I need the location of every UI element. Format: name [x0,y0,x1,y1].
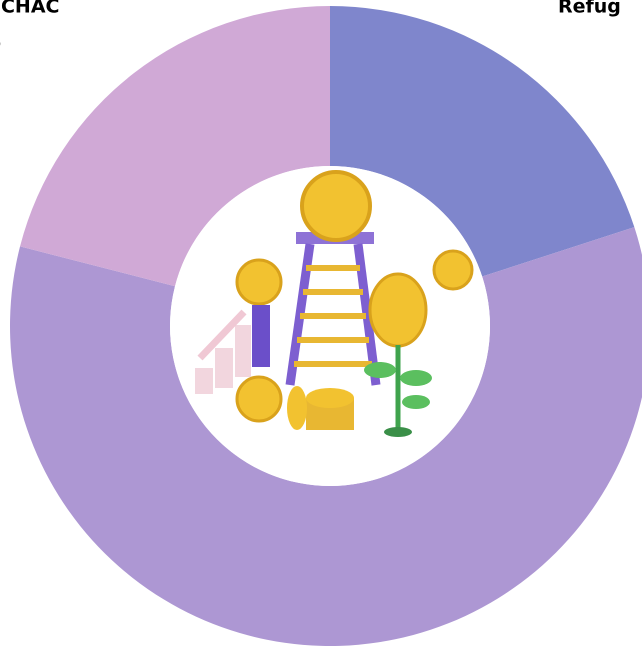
chart: Refug ECHACo [0,0,642,646]
slice-label: ECHACo [0,0,59,54]
page: RefugECHACo (() => { const data = JSON.p… [0,0,642,646]
slice-label: Refug [558,0,621,18]
